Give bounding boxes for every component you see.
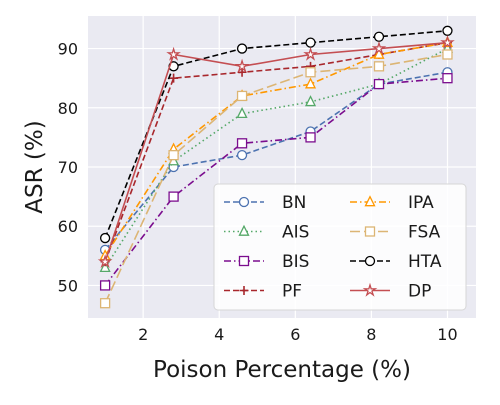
series-line-bis [104,77,448,286]
x-tick-label: 10 [437,325,457,344]
data-point-hta [305,37,316,48]
data-point-dp [303,46,318,61]
data-point-pf [237,67,247,77]
data-point-bn [236,150,248,161]
legend-item-ais: AIS [224,223,309,243]
data-point-hta [99,232,111,244]
data-point-fsa [442,49,453,60]
series-fsa [99,49,453,309]
series-hta [99,25,453,244]
data-point-ais [236,106,248,119]
series-line-ipa [104,41,448,257]
x-tick-label: 2 [138,325,148,344]
data-point-dp [371,40,387,55]
y-tick-label: 90 [58,40,78,59]
data-point-hta [236,43,248,54]
data-point-bis [99,280,111,291]
legend-label-hta: HTA [408,252,442,272]
data-point-bis [442,73,453,84]
legend-label-bis: BIS [282,252,309,272]
y-tick-label: 70 [58,158,78,177]
series-bis [99,73,453,291]
series-layer [97,25,455,309]
data-point-fsa [305,67,316,78]
legend-marker-pf [239,286,249,295]
legend-item-ipa: IPA [350,193,434,213]
legend-item-bis: BIS [224,252,309,272]
y-tick-label: 50 [58,276,78,295]
data-point-ais [304,95,317,107]
legend-marker-ipa [364,195,376,207]
legend-item-fsa: FSA [350,223,441,243]
data-point-bis [305,132,316,143]
data-point-dp [166,46,181,61]
series-line-fsa [104,53,448,304]
data-point-ipa [373,47,385,59]
legend-marker-dp [362,282,378,297]
data-point-dp [234,58,250,73]
data-point-fsa [236,90,248,102]
series-line-bn [104,71,448,251]
y-tick-label: 60 [58,217,78,236]
legend-label-ais: AIS [282,223,309,243]
data-point-pf [169,73,179,83]
x-axis-label: Poison Percentage (%) [153,357,411,383]
series-line-dp [104,41,448,263]
tick-labels: 2 4 6 8 10 50 60 70 80 90 [58,40,458,344]
data-point-bis [168,191,179,202]
legend-item-dp: DP [350,282,431,302]
data-point-fsa [373,61,385,72]
series-dp [97,34,455,268]
legend-marker-ais [238,224,250,236]
legend-label-dp: DP [408,282,431,302]
data-point-fsa [99,298,111,309]
legend-marker-bn [238,196,250,208]
y-tick-label: 80 [58,99,78,118]
legend-marker-bis [238,255,250,267]
y-axis-label: ASR (%) [22,120,48,213]
x-tick-label: 8 [366,325,376,344]
data-point-ais [99,260,111,273]
legend-box [213,183,467,311]
legend-label-ipa: IPA [408,193,434,213]
legend-label-bn: BN [282,193,306,213]
data-point-ipa [304,77,317,89]
data-point-hta [373,31,385,42]
legend-label-pf: PF [282,282,302,302]
legend-item-hta: HTA [350,252,442,272]
legend: BN AIS BIS PF IPA FSA HTA DP [213,183,467,311]
legend-item-pf: PF [224,282,302,302]
data-point-dp [97,254,113,268]
legend-item-bn: BN [224,193,306,213]
legend-marker-hta [364,255,376,267]
data-point-hta [442,25,453,36]
data-point-dp [440,34,455,49]
data-point-bis [236,138,248,149]
legend-label-fsa: FSA [408,223,441,243]
data-point-fsa [168,150,179,161]
legend-marker-fsa [364,226,376,237]
data-point-bis [373,78,385,90]
x-tick-label: 4 [214,325,224,344]
series-line-hta [104,30,448,239]
x-tick-label: 6 [290,325,300,344]
